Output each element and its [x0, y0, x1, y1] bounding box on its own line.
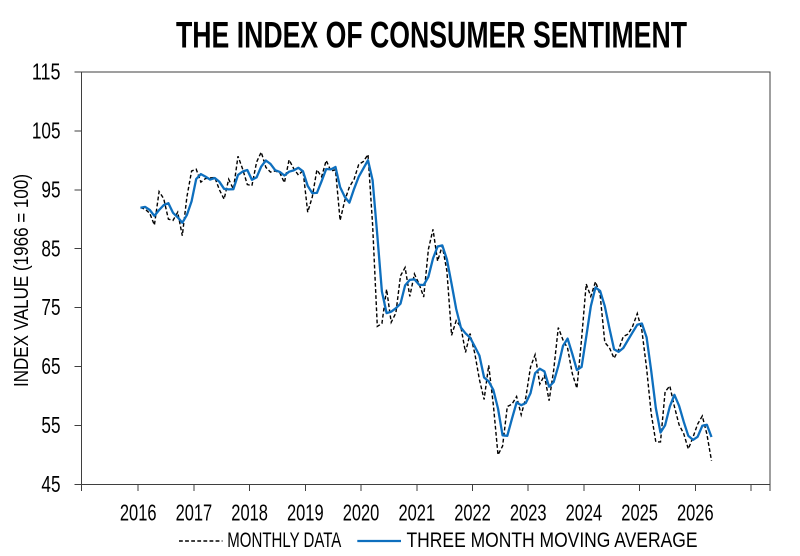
svg-text:2021: 2021: [399, 500, 436, 526]
svg-text:75: 75: [41, 294, 60, 320]
svg-text:2022: 2022: [454, 500, 491, 526]
svg-text:2019: 2019: [287, 500, 324, 526]
svg-text:105: 105: [32, 118, 61, 144]
svg-text:65: 65: [41, 353, 60, 379]
svg-text:95: 95: [41, 176, 60, 202]
svg-text:115: 115: [32, 59, 61, 85]
svg-text:2026: 2026: [677, 500, 714, 526]
svg-text:2024: 2024: [566, 500, 603, 526]
svg-text:THE INDEX OF CONSUMER SENTIMEN: THE INDEX OF CONSUMER SENTIMENT: [176, 14, 687, 56]
svg-text:55: 55: [41, 412, 60, 438]
svg-text:2016: 2016: [120, 500, 157, 526]
svg-text:2020: 2020: [343, 500, 380, 526]
svg-text:THREE MONTH MOVING AVERAGE: THREE MONTH MOVING AVERAGE: [407, 529, 698, 552]
svg-text:2017: 2017: [176, 500, 213, 526]
svg-text:MONTHLY DATA: MONTHLY DATA: [227, 529, 341, 552]
svg-text:INDEX VALUE (1966 = 100): INDEX VALUE (1966 = 100): [11, 174, 33, 387]
svg-text:2018: 2018: [231, 500, 268, 526]
svg-text:45: 45: [41, 471, 60, 497]
svg-text:2023: 2023: [510, 500, 547, 526]
svg-text:2025: 2025: [621, 500, 658, 526]
svg-text:85: 85: [41, 235, 60, 261]
